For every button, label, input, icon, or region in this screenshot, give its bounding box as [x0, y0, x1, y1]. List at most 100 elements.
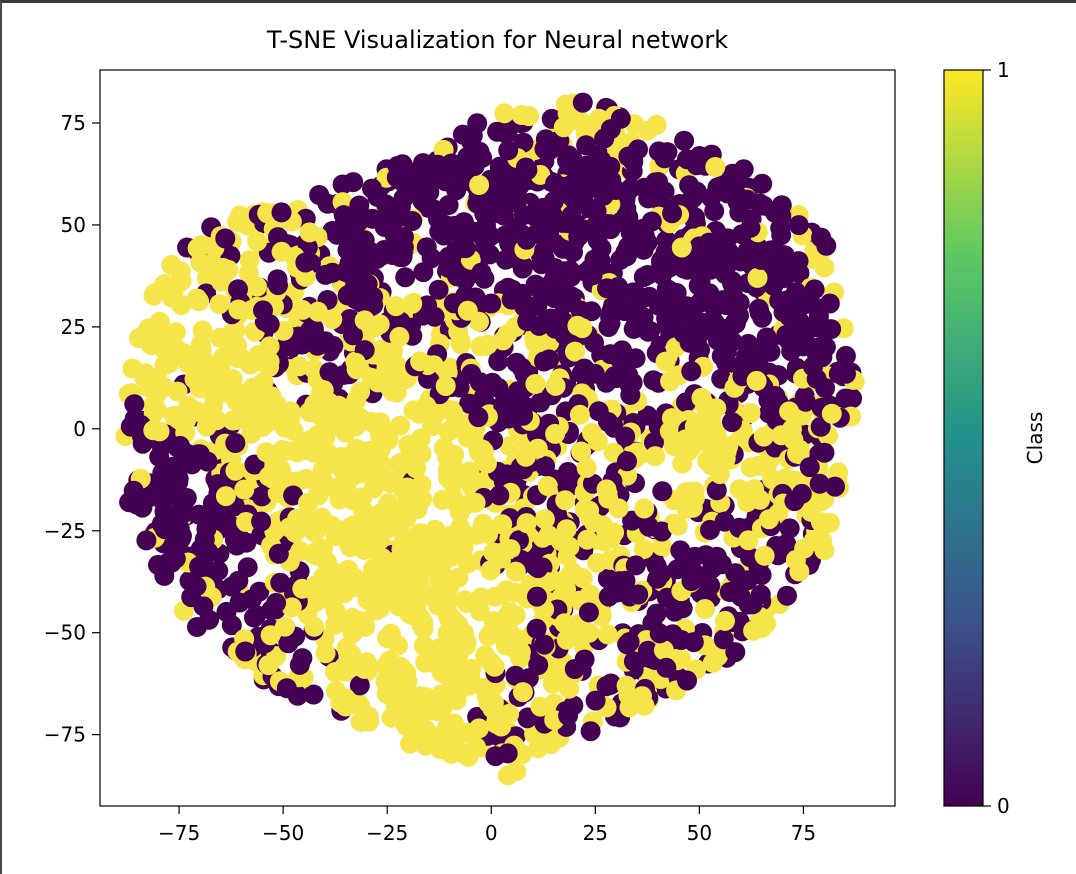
point-class-0 [616, 183, 637, 204]
point-class-1 [484, 656, 505, 677]
point-class-0 [737, 570, 758, 591]
point-class-0 [713, 318, 734, 339]
point-class-1 [379, 511, 400, 531]
point-class-0 [706, 546, 727, 567]
point-class-1 [746, 370, 767, 391]
point-class-0 [580, 721, 601, 742]
point-class-1 [298, 492, 318, 513]
point-class-1 [390, 562, 411, 583]
point-class-1 [161, 255, 182, 275]
point-class-1 [702, 416, 723, 437]
point-class-1 [537, 572, 558, 593]
point-class-1 [545, 423, 566, 444]
point-class-0 [513, 405, 534, 426]
point-class-1 [325, 614, 346, 635]
point-class-0 [438, 195, 459, 215]
point-class-1 [671, 237, 692, 258]
point-class-0 [620, 384, 641, 405]
point-class-0 [618, 146, 639, 167]
point-class-1 [430, 659, 451, 680]
point-class-1 [569, 404, 590, 425]
point-class-1 [315, 427, 336, 448]
point-class-1 [304, 616, 325, 637]
point-class-0 [706, 480, 727, 501]
point-class-1 [325, 600, 346, 621]
point-class-1 [469, 175, 490, 195]
point-class-0 [784, 491, 805, 512]
point-class-1 [483, 542, 504, 563]
point-class-0 [795, 391, 816, 412]
point-class-1 [439, 577, 460, 597]
point-class-0 [317, 193, 338, 214]
x-tick-label: −25 [366, 821, 408, 845]
point-class-1 [394, 528, 415, 549]
point-class-1 [343, 567, 364, 588]
point-class-0 [588, 401, 609, 422]
point-class-0 [677, 670, 697, 691]
point-class-1 [149, 311, 170, 332]
point-class-0 [681, 361, 702, 382]
point-class-0 [716, 295, 737, 316]
point-class-0 [464, 156, 485, 176]
point-class-1 [371, 454, 392, 475]
point-class-0 [170, 435, 190, 456]
point-class-1 [203, 375, 224, 396]
point-class-0 [539, 224, 560, 245]
point-class-0 [544, 258, 565, 278]
point-class-1 [320, 585, 341, 606]
point-class-0 [704, 201, 725, 222]
point-class-0 [722, 412, 742, 433]
point-class-0 [151, 513, 172, 534]
point-class-1 [596, 479, 617, 500]
point-class-1 [715, 610, 735, 631]
point-class-1 [684, 488, 705, 509]
point-class-0 [229, 592, 250, 613]
point-class-1 [803, 530, 824, 551]
point-class-1 [192, 320, 213, 341]
point-class-0 [498, 140, 519, 161]
point-class-1 [748, 455, 769, 476]
point-class-1 [698, 433, 719, 454]
point-class-0 [467, 113, 488, 134]
point-class-0 [615, 570, 636, 591]
point-class-0 [481, 293, 502, 314]
point-class-0 [788, 215, 809, 236]
point-class-1 [410, 579, 431, 600]
point-class-1 [225, 460, 246, 481]
y-axis: −75 −50 −25 0 25 50 75 [44, 111, 100, 747]
point-class-0 [617, 451, 637, 472]
point-class-1 [505, 605, 526, 626]
point-class-0 [568, 169, 589, 190]
point-class-0 [719, 582, 740, 602]
point-class-0 [815, 378, 836, 398]
point-class-1 [257, 203, 278, 224]
point-class-1 [821, 403, 842, 424]
point-class-0 [197, 541, 218, 562]
point-class-0 [732, 224, 752, 245]
point-class-1 [313, 380, 334, 401]
point-class-1 [545, 375, 566, 396]
point-class-1 [487, 616, 508, 637]
point-class-0 [270, 572, 291, 593]
point-class-1 [439, 606, 460, 627]
point-class-1 [553, 117, 574, 138]
point-class-0 [348, 269, 368, 290]
point-class-0 [535, 456, 556, 477]
point-class-1 [512, 682, 533, 703]
point-class-0 [315, 264, 336, 285]
point-class-0 [651, 253, 672, 273]
point-class-0 [251, 511, 272, 532]
point-class-1 [382, 381, 403, 402]
x-tick-label: −50 [262, 821, 304, 845]
point-class-0 [649, 623, 670, 644]
point-class-1 [729, 479, 750, 500]
point-class-1 [497, 324, 518, 345]
point-class-1 [340, 537, 361, 558]
point-class-0 [363, 287, 384, 307]
x-tick-label: 75 [791, 821, 816, 845]
point-class-0 [600, 156, 621, 177]
point-class-0 [672, 598, 693, 619]
point-class-0 [623, 282, 644, 303]
point-class-1 [332, 477, 353, 498]
point-class-0 [401, 162, 422, 183]
